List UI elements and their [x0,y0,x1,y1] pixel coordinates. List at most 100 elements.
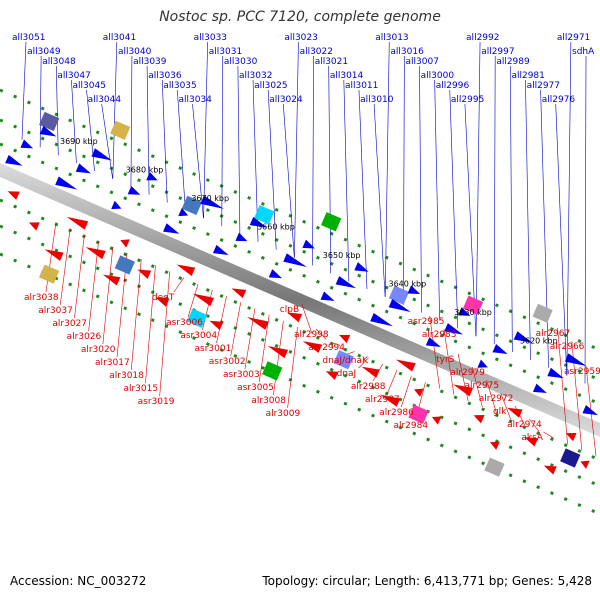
scale-label-3620-kbp: 3620 kbp [520,336,558,345]
leader-line-all3014 [343,79,350,282]
leader-line-all2995 [464,103,477,337]
gene-feature-block [262,361,283,381]
forward-gene-arrow [178,207,189,217]
gene-label-alr3009: alr3009 [266,409,301,419]
gene-feature-block [532,303,553,323]
reverse-gene-arrow [361,366,380,378]
forward-gene-arrow [335,276,357,289]
forward-gene-arrow [249,216,267,228]
gene-label-alr3026: alr3026 [67,332,102,342]
gene-label-all3041: all3041 [103,33,136,43]
forward-gene-arrow [492,344,508,354]
leader-line-all3041 [112,41,118,179]
gene-label-all3048: all3048 [42,57,76,67]
reverse-gene-arrow [287,312,303,323]
gene-label-alr2975: alr2975 [465,381,500,391]
forward-gene-arrow [235,205,275,242]
gene-label-all2995: all2995 [451,95,484,105]
scale-label-3680-kbp: 3680 kbp [126,165,164,174]
gene-label-alr3038: alr3038 [24,293,59,303]
gene-label-all3007: all3007 [406,57,439,67]
gene-label-alr3015: alr3015 [123,384,158,394]
gene-label-all3045: all3045 [73,81,106,91]
forward-gene-arrow [388,299,411,312]
forward-gene-arrow [370,285,410,327]
gene-feature-block [321,212,342,232]
reverse-gene-arrow [85,247,106,260]
gene-label-all3033: all3033 [194,33,227,43]
reverse-gene-arrow [209,320,224,331]
forward-gene-arrow [212,244,229,256]
reverse-gene-arrow [431,416,442,425]
gene-label-alr2998: alr2998 [294,330,329,340]
leader-line-asr3019 [159,271,170,397]
gene-label-all3000: all3000 [421,71,455,81]
leader-line-alr3009 [287,326,298,409]
forward-gene-arrow [458,307,471,316]
gene-label-all2992: all2992 [466,33,499,43]
gene-label-alr2983: alr2983 [422,330,457,340]
tick-track-3 [0,142,600,406]
forward-gene-arrow [582,405,598,416]
gene-label-asr2985: asr2985 [408,317,445,327]
reverse-gene-arrow [231,288,247,299]
gene-feature-block [484,457,505,477]
gene-label-all2996: all2996 [436,81,470,91]
forward-gene-arrow [302,212,342,249]
forward-gene-arrow [127,185,141,195]
reverse-gene-arrow [102,274,121,286]
leader-line-all3023 [294,41,299,258]
forward-gene-arrow [20,111,60,149]
gene-label-dnaj: dnaJ [337,369,357,379]
map-title: Nostoc sp. PCC 7120, complete genome [159,9,441,25]
forward-gene-arrow [354,262,369,272]
leader-line-all3022 [312,55,314,266]
gene-label-asr3004: asr3004 [180,331,217,341]
gene-label-asr3019: asr3019 [138,397,175,407]
leader-line-alr3026 [88,240,99,332]
forward-gene-arrow [5,154,23,166]
leader-line-asr3005 [258,314,270,383]
reverse-gene-arrow [302,341,323,353]
gene-label-all2989: all2989 [496,57,530,67]
leader-line-alr2967 [557,327,568,444]
gene-label-all3036: all3036 [148,71,182,81]
leader-line-all3030 [237,65,241,234]
gene-label-all2976: all2976 [542,95,576,105]
gene-label-all2977: all2977 [527,81,560,91]
gene-label-asr2959: asr2959 [564,367,600,377]
reverse-gene-arrow [66,216,89,230]
gene-feature-block [186,308,208,328]
gene-label-all3040: all3040 [118,47,152,57]
gene-feature-block [333,350,354,370]
reverse-gene-arrow [543,465,557,475]
forward-gene-arrow [320,291,335,301]
gene-label-glk: glk [493,407,507,417]
leader-line-all3016 [403,55,405,305]
gene-label-all2997: all2997 [481,47,514,57]
scale-label-3630-kbp: 3630 kbp [454,308,492,317]
reverse-gene-arrow [560,432,581,468]
leader-line-alr3008 [273,320,284,396]
leader-line-asr2994 [330,341,341,346]
gene-label-all3039: all3039 [133,57,167,67]
leader-line-asr3006 [187,283,199,318]
gene-label-alr2986: alr2986 [379,408,414,418]
reverse-gene-arrow [38,249,64,284]
gene-label-all3034: all3034 [178,95,212,105]
gene-feature-block [408,404,429,424]
reverse-gene-arrow [395,359,416,372]
leader-line-all2976 [555,103,568,376]
leader-line-aksa [543,431,554,439]
gene-label-alr2984: alr2984 [393,421,428,431]
reverse-gene-arrow [137,269,152,279]
gene-label-alr2987: alr2987 [365,395,400,405]
gene-label-all3013: all3013 [375,33,408,43]
reverse-gene-arrow [484,441,505,477]
gene-label-alr3008: alr3008 [251,396,286,406]
leader-line-all3048 [55,65,59,156]
gene-feature-block [110,120,131,140]
leader-line-alr3027 [74,234,85,319]
leader-line-all3010 [373,103,386,297]
